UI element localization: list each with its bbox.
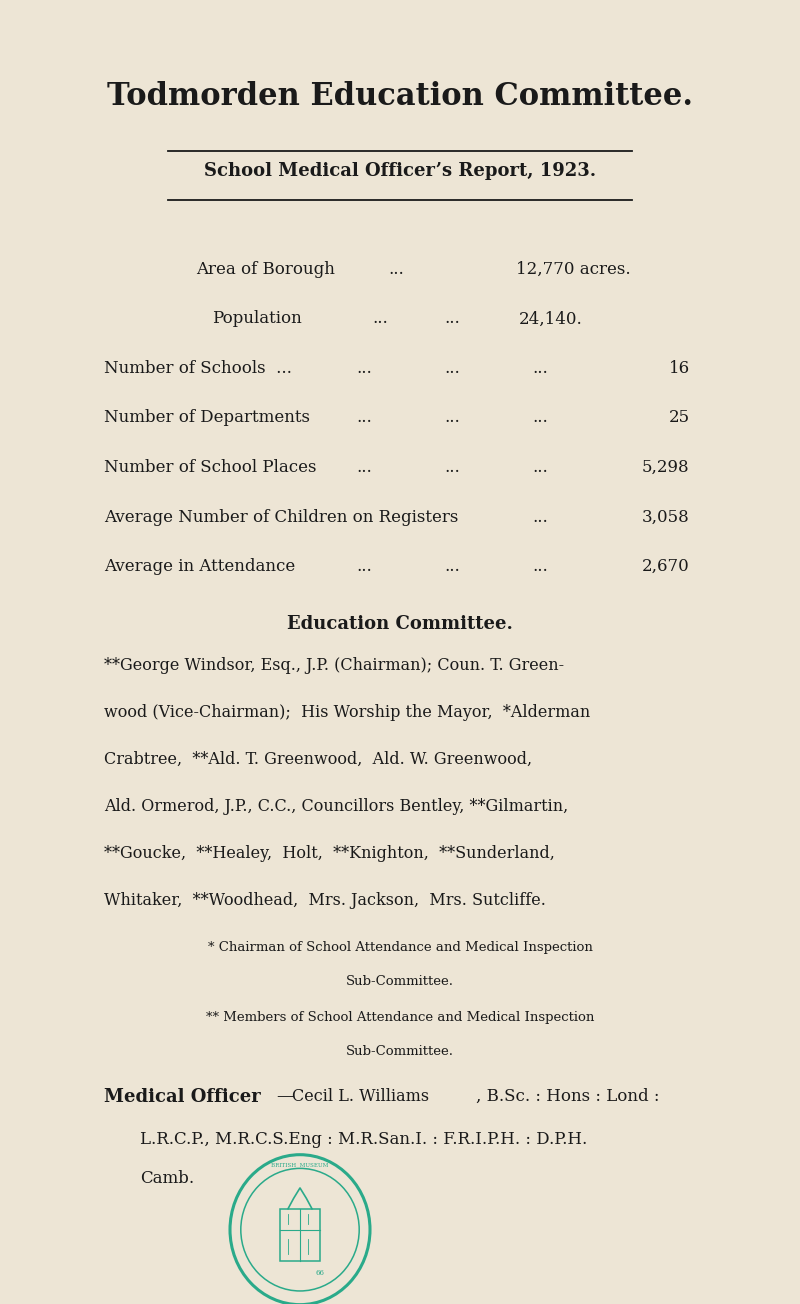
Text: Whitaker,  **Woodhead,  Mrs. Jackson,  Mrs. Sutcliffe.: Whitaker, **Woodhead, Mrs. Jackson, Mrs.… <box>104 892 546 909</box>
Text: 24,140.: 24,140. <box>518 310 582 327</box>
Text: ** Members of School Attendance and Medical Inspection: ** Members of School Attendance and Medi… <box>206 1011 594 1024</box>
Text: ...: ... <box>532 409 548 426</box>
Text: ...: ... <box>356 360 372 377</box>
Text: 16: 16 <box>669 360 690 377</box>
Text: ...: ... <box>356 558 372 575</box>
Text: Sub-Committee.: Sub-Committee. <box>346 975 454 988</box>
Text: , B.Sc. : Hons : Lond :: , B.Sc. : Hons : Lond : <box>476 1088 659 1104</box>
Text: ...: ... <box>388 261 404 278</box>
Text: 5,298: 5,298 <box>642 459 690 476</box>
Text: ...: ... <box>444 459 460 476</box>
Text: Crabtree,  **Ald. T. Greenwood,  Ald. W. Greenwood,: Crabtree, **Ald. T. Greenwood, Ald. W. G… <box>104 751 532 768</box>
Text: 25: 25 <box>669 409 690 426</box>
Text: **Goucke,  **Healey,  Holt,  **Knighton,  **Sunderland,: **Goucke, **Healey, Holt, **Knighton, **… <box>104 845 555 862</box>
Text: —: — <box>276 1088 294 1106</box>
Text: 66: 66 <box>315 1269 325 1277</box>
Text: ...: ... <box>532 459 548 476</box>
Text: ...: ... <box>356 409 372 426</box>
Text: Average Number of Children on Registers: Average Number of Children on Registers <box>104 509 458 526</box>
Text: 12,770 acres.: 12,770 acres. <box>516 261 630 278</box>
Text: **George Windsor, Esq., J.P. (Chairman); Coun. T. Green-: **George Windsor, Esq., J.P. (Chairman);… <box>104 657 564 674</box>
Text: ...: ... <box>444 310 460 327</box>
Text: ...: ... <box>532 509 548 526</box>
Text: Todmorden Education Committee.: Todmorden Education Committee. <box>107 81 693 112</box>
Text: Number of Departments: Number of Departments <box>104 409 310 426</box>
Text: Average in Attendance: Average in Attendance <box>104 558 295 575</box>
Text: * Chairman of School Attendance and Medical Inspection: * Chairman of School Attendance and Medi… <box>207 941 593 955</box>
Text: School Medical Officer’s Report, 1923.: School Medical Officer’s Report, 1923. <box>204 163 596 180</box>
Text: Number of Schools  ...: Number of Schools ... <box>104 360 292 377</box>
Text: Ald. Ormerod, J.P., C.C., Councillors Bentley, **Gilmartin,: Ald. Ormerod, J.P., C.C., Councillors Be… <box>104 798 568 815</box>
Text: Camb.: Camb. <box>140 1170 194 1187</box>
Text: Area of Borough: Area of Borough <box>196 261 335 278</box>
Text: ...: ... <box>444 409 460 426</box>
Text: Medical Officer: Medical Officer <box>104 1088 261 1106</box>
Text: Education Committee.: Education Committee. <box>287 615 513 634</box>
Text: Sub-Committee.: Sub-Committee. <box>346 1045 454 1058</box>
Text: ...: ... <box>532 360 548 377</box>
Text: 3,058: 3,058 <box>642 509 690 526</box>
Text: ...: ... <box>372 310 388 327</box>
Text: ...: ... <box>356 459 372 476</box>
Text: Number of School Places: Number of School Places <box>104 459 317 476</box>
Text: Population: Population <box>212 310 302 327</box>
Text: BRITISH  MUSEUM: BRITISH MUSEUM <box>271 1163 329 1168</box>
Text: ...: ... <box>444 558 460 575</box>
Text: ...: ... <box>444 360 460 377</box>
Text: wood (Vice-Chairman);  His Worship the Mayor,  *Alderman: wood (Vice-Chairman); His Worship the Ma… <box>104 704 590 721</box>
Text: 2,670: 2,670 <box>642 558 690 575</box>
Text: L.R.C.P., M.R.C.S.Eng : M.R.San.I. : F.R.I.P.H. : D.P.H.: L.R.C.P., M.R.C.S.Eng : M.R.San.I. : F.R… <box>140 1131 587 1148</box>
Text: ...: ... <box>532 558 548 575</box>
Text: Cecil L. Williams: Cecil L. Williams <box>292 1088 429 1104</box>
